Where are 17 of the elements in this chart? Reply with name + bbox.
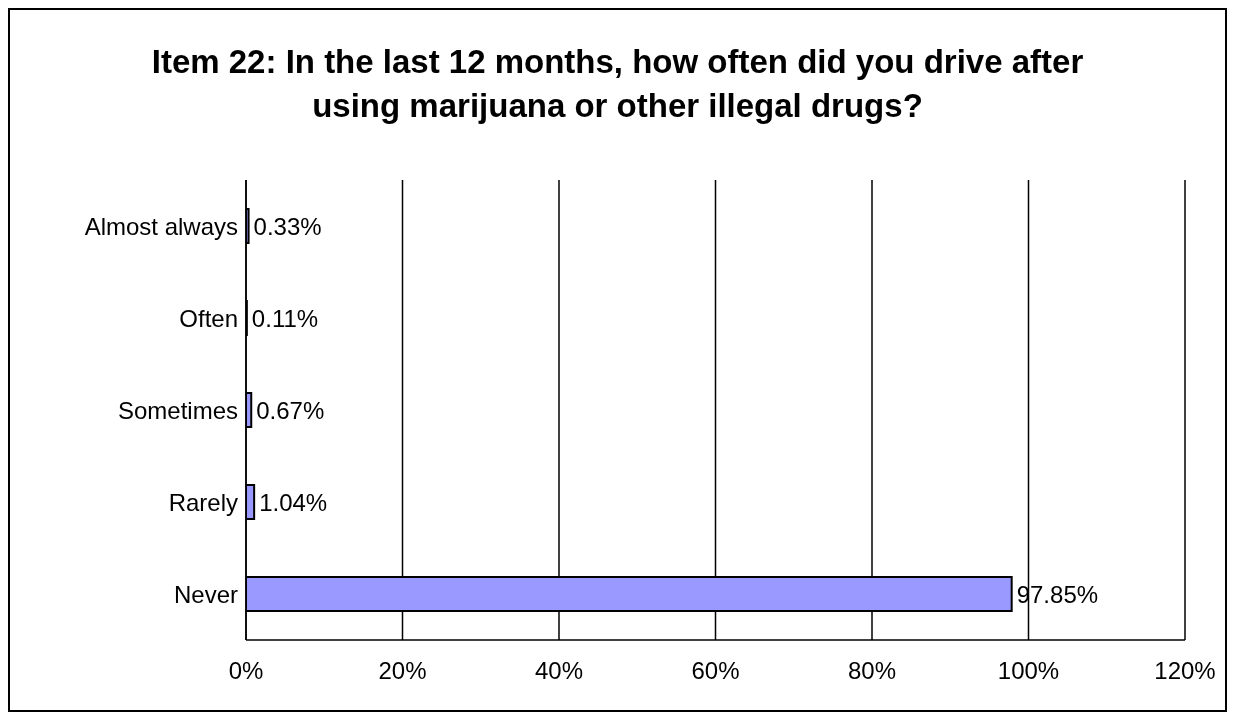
x-tick-label: 40% [534, 657, 584, 685]
x-tick-label: 0% [228, 657, 264, 685]
y-tick-label: Almost always [84, 212, 238, 240]
data-label: 0.11% [251, 304, 319, 332]
y-tick-label: Never [173, 580, 238, 608]
data-label: 0.67% [256, 396, 325, 424]
x-tick-label: 120% [1154, 657, 1216, 685]
chart-title: Item 22: In the last 12 months, how often did you drive after using marijuana or other illegal drugs? [150, 42, 1085, 126]
y-tick-label: Often [179, 304, 238, 332]
y-tick-label: Rarely [168, 488, 238, 516]
y-tick-label: Sometimes [117, 396, 238, 424]
x-tick-label: 20% [378, 657, 427, 685]
data-label: 1.04% [259, 488, 328, 516]
x-tick-label: 100% [997, 657, 1060, 685]
x-tick-label: 80% [847, 657, 897, 685]
data-label: 0.33% [253, 212, 322, 240]
x-tick-label: 60% [691, 657, 740, 685]
